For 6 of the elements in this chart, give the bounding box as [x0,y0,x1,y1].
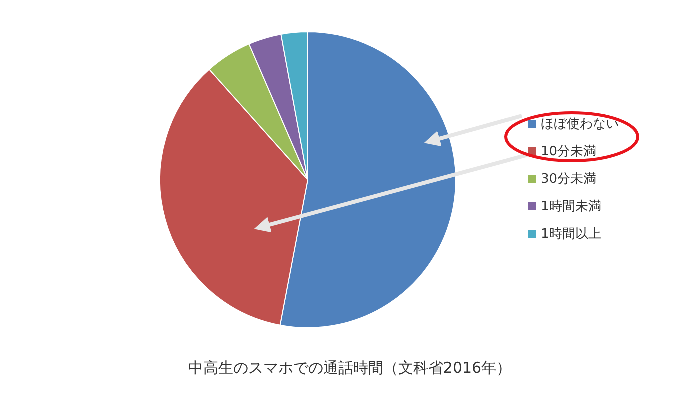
legend-label: 30分未満 [541,172,597,187]
legend-label: 1時間未満 [541,200,602,214]
legend-label: 10分未満 [541,144,597,160]
text: 中高生のスマホでの通話時間（文科省2016年） [188,359,512,377]
legend-label: ほぼ使わない [541,117,619,132]
legend-label: 1時間以上 [541,227,602,242]
